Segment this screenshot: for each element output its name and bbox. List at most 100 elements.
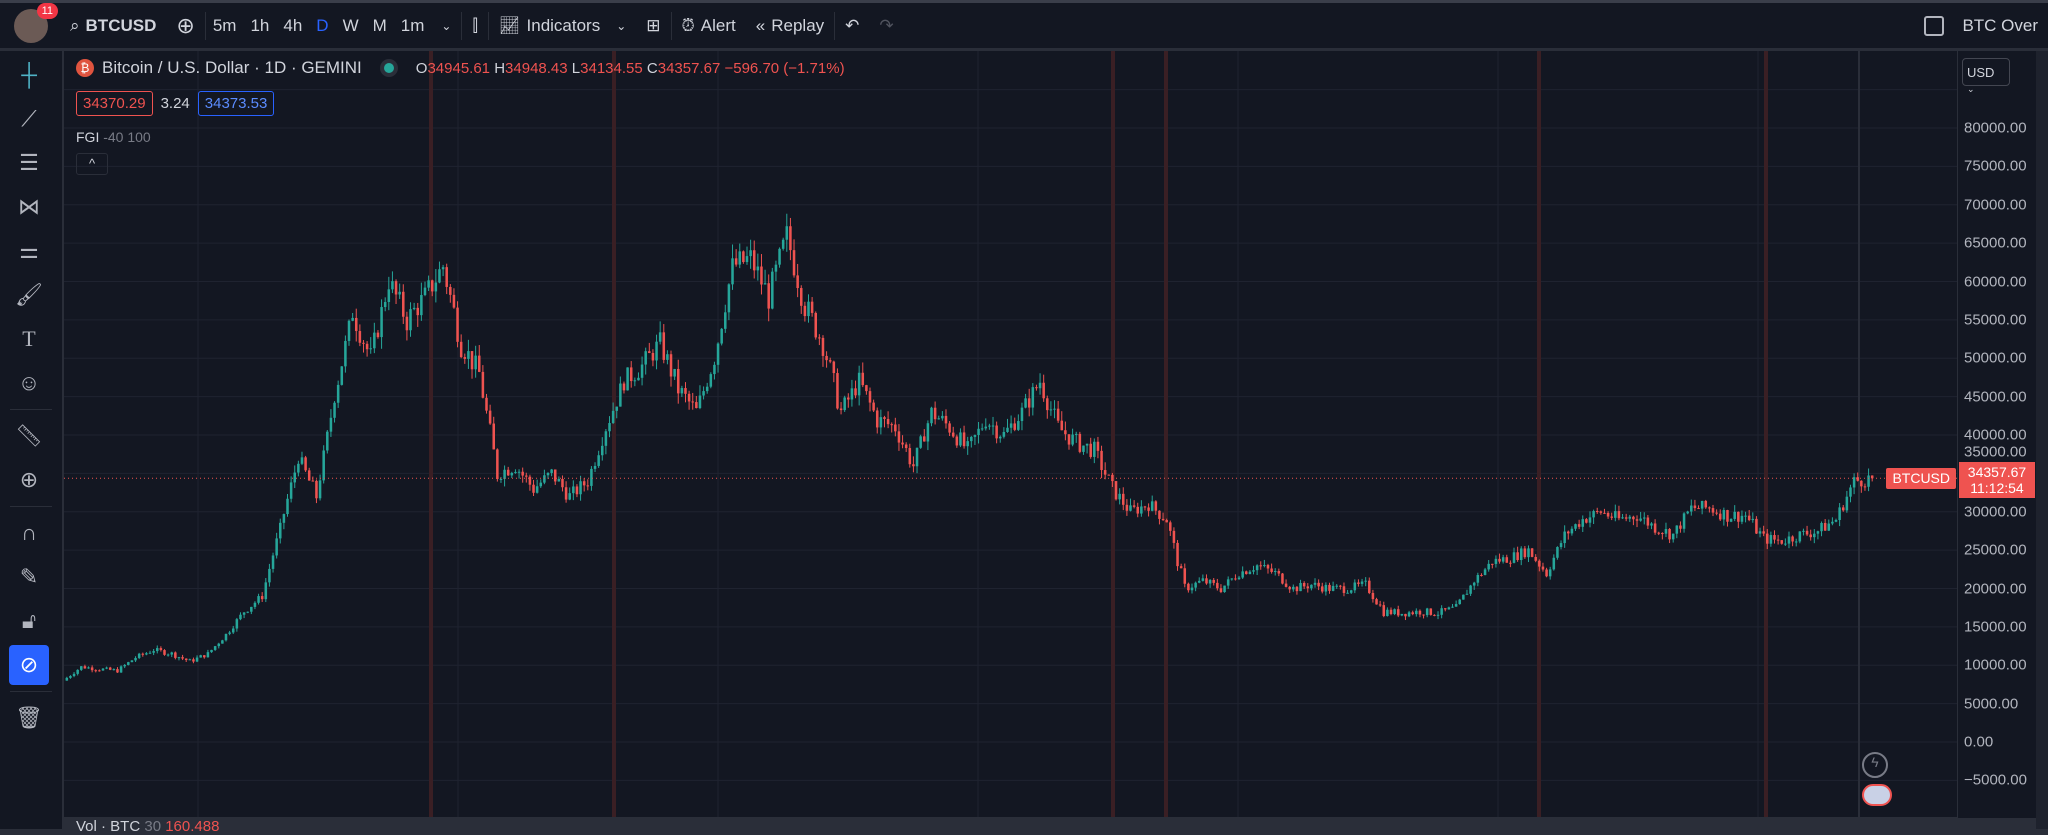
interval-W[interactable]: W [342,15,359,35]
candle-body [1440,608,1443,615]
candle-body [1382,605,1386,617]
candle-body [1686,511,1689,514]
candle-body [604,431,608,446]
candle-body [492,423,495,450]
candle-body [1393,609,1396,615]
measure-tool[interactable]: 📏︎ [9,416,49,456]
candle-body [756,266,760,271]
side-scrollbar[interactable] [2036,51,2048,829]
collapse-legend-button[interactable]: ^ [76,153,108,175]
pattern-tool[interactable]: ⋈ [9,187,49,227]
interval-1h[interactable]: 1h [250,15,270,35]
redo-button[interactable]: ↷ [869,3,903,48]
sell-price-button[interactable]: 34370.29 [76,91,153,116]
avatar[interactable]: 11 [14,2,58,43]
brush-tool[interactable]: 🖌︎ [9,275,49,315]
candle-body [637,377,640,381]
candle-body [1230,578,1234,580]
candle-body [850,388,854,400]
price-axis-label: 80000.00 [1964,119,2027,137]
trendline-tool[interactable]: ⟋ [9,99,49,139]
fib-tool[interactable]: ☰ [9,143,49,183]
compare-button[interactable]: ⊕ [166,3,204,48]
candle-body [1357,582,1360,584]
text-tool[interactable]: T [9,319,49,359]
candle-body [108,667,112,670]
candle-body [1447,607,1451,610]
candle-body [1190,587,1194,591]
hide-drawings-tool[interactable]: ⊘ [9,645,49,685]
candle-body [101,668,105,671]
candle-body [1013,423,1016,430]
candle-body [177,657,181,659]
candle-body [1501,557,1505,562]
forecast-tool[interactable]: ⚌ [9,231,49,271]
candle-body [546,472,550,476]
candle-body [166,654,170,656]
undo-button[interactable]: ↶ [835,3,869,48]
candle-body [242,612,246,615]
candle-body [318,480,322,499]
candle-body [1194,582,1197,588]
buy-price-button[interactable]: 34373.53 [197,91,275,116]
candle-body [1400,613,1404,616]
candle-body [1519,548,1523,561]
magnet-tool[interactable]: ∩ [9,513,49,553]
candle-body [293,472,297,483]
candle-body [550,469,553,473]
candle-body [163,650,166,655]
delete-tool[interactable]: 🗑︎ [9,698,49,738]
candle-body [1831,521,1834,524]
candle-body [1273,571,1277,573]
candle-body [1621,517,1624,519]
interval-dropdown[interactable]: ⌄ [431,3,461,48]
replay-button[interactable]: «Replay [746,3,834,48]
interval-D[interactable]: D [316,15,329,35]
lock-tool[interactable]: 🔓︎ [9,601,49,641]
crosshair-icon: ┼ [21,62,37,87]
stay-drawing-tool[interactable]: ✎ [9,557,49,597]
layout-name-button[interactable]: BTC Over [1914,3,2048,48]
candle-body [1820,523,1823,532]
candle-body [1114,481,1118,500]
plus-circle-icon: ⊕ [176,12,195,38]
candle-body [839,408,843,411]
us-flag-events-icon[interactable] [1862,784,1892,806]
zoom-tool[interactable]: ⊕ [9,460,49,500]
interval-5m[interactable]: 5m [212,15,237,35]
candle-body [1668,528,1671,540]
candle-body [322,450,325,481]
candle-body [1545,569,1548,577]
symbol-search[interactable]: ⌕ BTCUSD [60,3,166,48]
candle-body [445,267,448,287]
candle-body [861,372,865,386]
candle-body [970,436,973,442]
currency-dropdown[interactable]: USD ⌄ [1962,58,2010,94]
layouts-button[interactable]: ⊞ [636,3,670,48]
candle-body [1642,517,1646,519]
lightning-icon[interactable]: ϟ [1862,752,1888,778]
fib-lines-icon: ☰ [19,150,39,175]
crosshair-tool[interactable]: ┼ [9,55,49,95]
candle-body [687,393,691,402]
indicators-button[interactable]: 📈︎ Indicators ⌄ [489,3,636,48]
emoji-tool[interactable]: ☺ [9,363,49,403]
candle-body [1852,477,1856,488]
session-band [1164,51,1168,818]
indicator-legend[interactable]: FGI -40 100 [76,129,151,145]
smiley-icon: ☺ [17,370,41,395]
candle-body [904,444,908,449]
interval-M[interactable]: M [372,15,387,35]
candle-body [98,670,101,672]
candle-body [597,455,600,466]
chart-type-button[interactable]: ⫿ [462,3,487,48]
interval-1m[interactable]: 1m [400,15,425,35]
interval-4h[interactable]: 4h [283,15,303,35]
alert-button[interactable]: ⏰︎ Alert [672,3,746,48]
candle-body [1429,608,1433,615]
price-axis[interactable]: 80000.00 75000.00 70000.00 65000.00 60000.00… [1957,51,2036,818]
candle-body [1863,486,1867,488]
symbol-price-tag: BTCUSD [1886,468,1956,490]
candle-body [1599,511,1603,513]
candle-body [1074,433,1078,435]
